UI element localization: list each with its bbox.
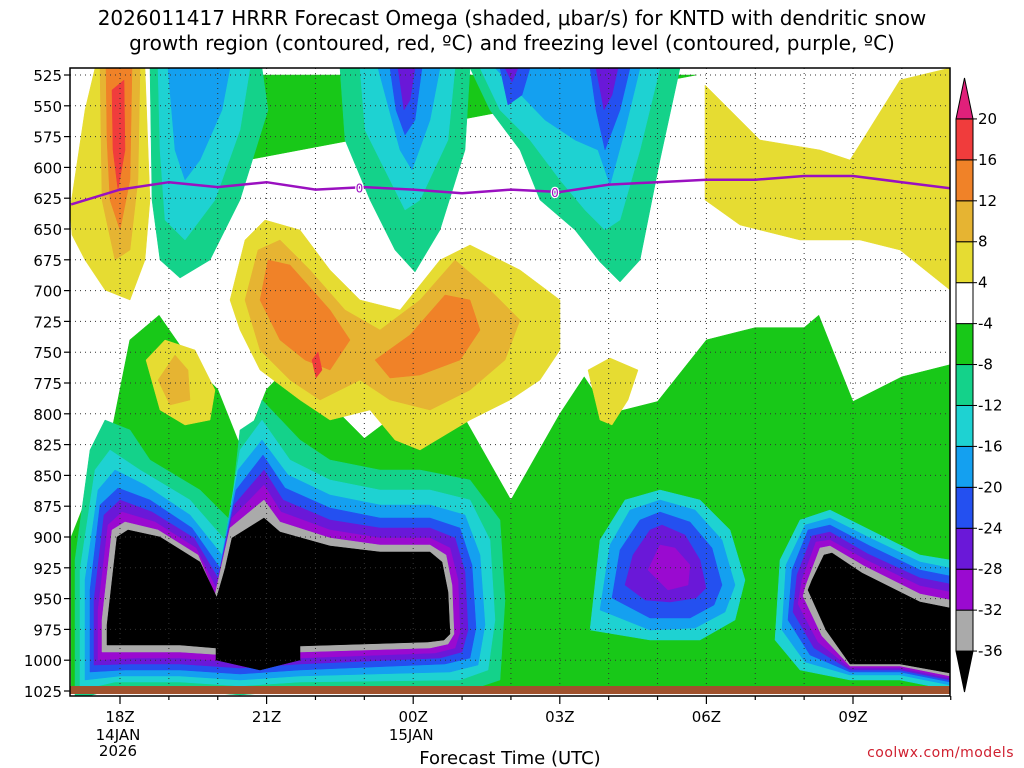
colorbar-label-11: -28: [978, 560, 1003, 578]
upper-blue-1: [167, 68, 231, 181]
colorbar-label-12: -32: [978, 601, 1003, 619]
title-line-2: growth region (contoured, red, ºC) and f…: [129, 31, 895, 55]
colorbar: 20 16 12 8 4 -4 -8 -12 -16 -20 -24 -28 -32 -36: [955, 77, 1003, 693]
colorbar-bin-7: [955, 364, 974, 406]
x-tick-sublabel-14JAN: 14JAN: [96, 726, 141, 744]
colorbar-label-13: -36: [978, 642, 1003, 660]
cell-violet2-2: [647, 544, 691, 591]
x-tick-sublabel-15JAN: 15JAN: [389, 726, 434, 744]
y-tick-label-850: 850: [33, 467, 62, 485]
colorbar-bin-6: [955, 404, 974, 447]
colorbar-bin-12: [955, 159, 974, 202]
colorbar-label-6: -8: [978, 356, 993, 374]
y-tick-label-550: 550: [33, 98, 62, 116]
omega-shading: [70, 68, 950, 696]
colorbar-label-4: 4: [978, 274, 988, 292]
mid-yellow-right: [587, 357, 639, 426]
colorbar-bin-5: [955, 445, 974, 488]
plot-frame: [69, 67, 951, 697]
credit-text: coolwx.com/models: [867, 745, 1014, 761]
y-tick-label-800: 800: [33, 406, 62, 424]
x-tick-label-03Z: 03Z: [545, 708, 574, 726]
x-tick-label-06Z: 06Z: [692, 708, 721, 726]
colorbar-label-2: 12: [978, 192, 997, 210]
y-tick-label-875: 875: [33, 498, 62, 516]
y-tick-label-675: 675: [33, 252, 62, 270]
y-tick-label-775: 775: [33, 375, 62, 393]
colorbar-label-9: -20: [978, 478, 1003, 496]
y-tick-label-950: 950: [33, 591, 62, 609]
y-tick-label-725: 725: [33, 313, 62, 331]
y-tick-label-900: 900: [33, 529, 62, 547]
y-tick-label-825: 825: [33, 437, 62, 455]
colorbar-bin-3: [955, 527, 974, 570]
mid-orange2-b: [374, 294, 481, 379]
colorbar-label-5: -4: [978, 315, 993, 333]
grid: [70, 68, 950, 696]
mid-orange2-a: [259, 259, 351, 371]
colorbar-bin-top: [955, 77, 974, 120]
colorbar-label-7: -12: [978, 396, 1003, 414]
title-line-1: 2026011417 HRRR Forecast Omega (shaded, …: [97, 6, 927, 30]
y-tick-label-750: 750: [33, 344, 62, 362]
y-tick-label-975: 975: [33, 621, 62, 639]
colorbar-bin-13: [955, 118, 974, 161]
y-tick-label-650: 650: [33, 221, 62, 239]
upper-yellow-right: [704, 68, 950, 291]
ground-surface-band: [70, 686, 950, 694]
colorbar-bin-8: [955, 323, 974, 366]
colorbar-bin-9: [955, 282, 974, 325]
y-tick-label-525: 525: [33, 67, 62, 85]
upper-violet-2: [397, 68, 416, 111]
x-tick-label-00Z: 00Z: [399, 708, 428, 726]
x-tick-label-21Z: 21Z: [252, 708, 281, 726]
colorbar-label-1: 16: [978, 151, 997, 169]
colorbar-label-8: -16: [978, 437, 1003, 455]
chart-title: 2026011417 HRRR Forecast Omega (shaded, …: [0, 6, 1024, 56]
freezing-level-line: [70, 174, 950, 206]
colorbar-label-0: 20: [978, 110, 997, 128]
x-tick-label-18Z: 18Z: [105, 708, 134, 726]
colorbar-bin-2: [955, 568, 974, 611]
colorbar-bin-1: [955, 609, 974, 652]
y-tick-label-925: 925: [33, 560, 62, 578]
colorbar-bin-bottom: [955, 650, 974, 693]
x-tick-label-09Z: 09Z: [838, 708, 867, 726]
upper-violet-3: [595, 68, 619, 111]
mid-red: [311, 351, 323, 379]
colorbar-bin-4: [955, 486, 974, 529]
colorbar-label-3: 8: [978, 233, 988, 251]
y-tick-label-1000: 1000: [24, 652, 62, 670]
y-tick-label-700: 700: [33, 283, 62, 301]
freezing-level-label-0: 0: [356, 181, 364, 195]
colorbar-bin-10: [955, 241, 974, 284]
x-tick-year-2026: 2026: [99, 742, 137, 760]
cell-black-3: [807, 552, 950, 674]
low-black-mid: [215, 519, 301, 671]
x-axis-label: Forecast Time (UTC): [419, 748, 600, 768]
colorbar-bin-11: [955, 200, 974, 243]
y-tick-label-1025: 1025: [24, 683, 62, 701]
y-tick-label-625: 625: [33, 190, 62, 208]
upper-darkblue-3a: [499, 68, 531, 106]
freezing-level-label-1: 0: [551, 186, 559, 200]
upper-red-left: [111, 79, 126, 191]
y-tick-label-600: 600: [33, 159, 62, 177]
y-axis: 525 550 575 600 625 650 675 700 725 750 775 800 825 8…: [24, 67, 70, 701]
colorbar-label-10: -24: [978, 519, 1003, 537]
y-tick-label-575: 575: [33, 129, 62, 147]
mid-orange1-left: [157, 354, 191, 406]
